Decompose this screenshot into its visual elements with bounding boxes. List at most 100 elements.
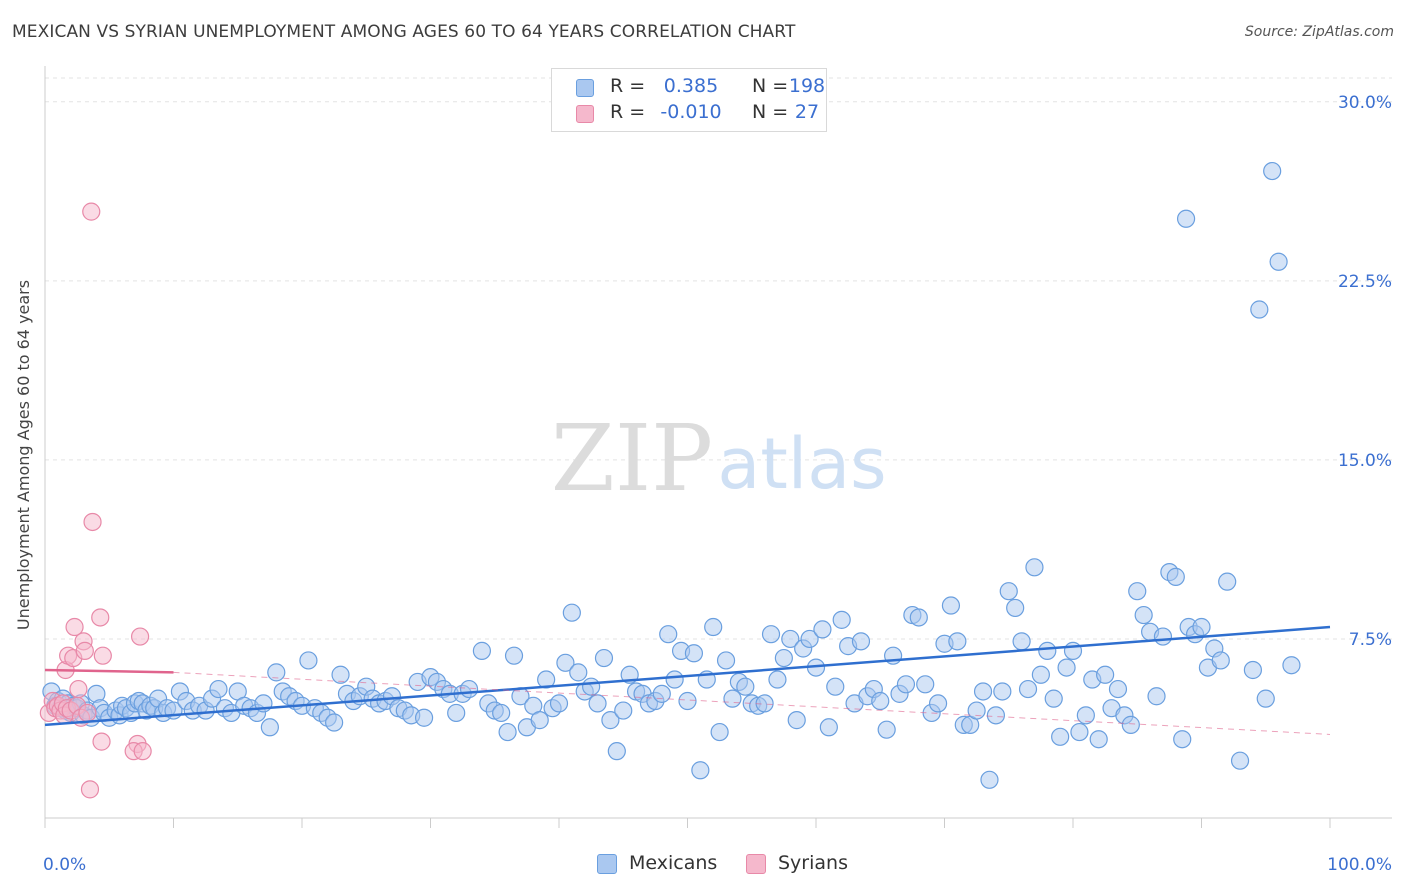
legend-n-value: 27 (794, 101, 820, 123)
mexicans-point-111 (678, 691, 697, 711)
mexicans-point-191 (1192, 617, 1211, 637)
mexicans-point-57 (325, 713, 344, 732)
mexicans-point-96 (582, 677, 601, 696)
mexicans-point-169 (1051, 727, 1070, 746)
grid-lines (45, 77, 1392, 640)
bottom-legend-syrians-label: Syrians (778, 852, 848, 874)
syrians-point-18 (78, 703, 97, 723)
legend-n-label: N = (752, 101, 789, 123)
mexicans-point-116 (710, 722, 729, 742)
mexicans-point-98 (594, 648, 614, 668)
y-tick-label-2: 22.5% (1338, 272, 1392, 292)
mexicans-point-89 (537, 670, 556, 689)
mexicans-point-101 (614, 701, 633, 720)
mexicans-point-201 (1269, 252, 1288, 271)
mexicans-point-39 (209, 679, 228, 699)
mexicans-point-199 (1256, 689, 1275, 708)
mexicans-point-170 (1057, 658, 1076, 677)
watermark-zip: ZIP (551, 405, 713, 512)
mexicans-point-173 (1076, 706, 1095, 725)
mexicans-point-135 (832, 610, 851, 629)
mexicans-point-176 (1096, 665, 1115, 684)
mexicans-point-91 (549, 694, 569, 713)
mexicans-point-130 (800, 629, 819, 649)
mexicans-point-124 (761, 625, 781, 644)
legend-r-label: R = (610, 75, 646, 97)
syrians-trend-line (44, 668, 174, 674)
syrians-point-19 (80, 780, 100, 799)
legend-r-value: 0.385 (663, 75, 719, 97)
mexicans-point-165 (1025, 558, 1044, 577)
legend-n-label: N = (752, 75, 789, 97)
syrians-point-17 (75, 641, 94, 660)
mexicans-point-83 (498, 722, 517, 742)
mexicans-point-203 (1176, 209, 1196, 228)
mexicans-point-107 (652, 684, 671, 703)
mexicans-point-153 (948, 632, 967, 651)
mexicans-point-157 (973, 682, 993, 701)
syrians-point-14 (69, 679, 88, 699)
y-tick-label-0: 7.5% (1349, 630, 1392, 650)
mexicans-point-164 (1018, 679, 1038, 699)
mexicans-point-125 (768, 670, 787, 689)
mexicans-swatch (597, 854, 617, 874)
mexicans-point-92 (556, 653, 575, 672)
mexicans-point-195 (1218, 572, 1237, 591)
mexicans-point-167 (1038, 641, 1057, 660)
y-axis-label: Unemployment Among Ages 60 to 64 years (14, 279, 33, 631)
syrians-swatch (746, 854, 766, 874)
mexicans-point-166 (1031, 665, 1050, 684)
mexicans-trend-line (44, 625, 1331, 727)
mexicans-point-187 (1166, 567, 1185, 586)
mexicans-point-127 (781, 629, 800, 649)
mexicans-point-197 (1243, 660, 1263, 680)
mexicans-point-159 (986, 706, 1006, 725)
mexicans-point-78 (459, 679, 479, 699)
mexicans-point-184 (1147, 687, 1166, 706)
legend-r-label: R = (610, 101, 646, 123)
mexicans-point-108 (659, 625, 678, 644)
mexicans-point-112 (684, 644, 704, 663)
mexicans-point-142 (877, 720, 896, 739)
mexicans-point-93 (562, 603, 581, 622)
mexicans-point-71 (414, 708, 434, 727)
mexicans-swatch (576, 79, 594, 97)
chart-title: MEXICAN VS SYRIAN UNEMPLOYMENT AMONG AGE… (12, 22, 796, 42)
mexicans-point-168 (1044, 689, 1063, 708)
mexicans-point-147 (909, 608, 928, 627)
mexicans-point-133 (819, 718, 838, 737)
mexicans-point-150 (928, 694, 948, 713)
syrians-point-24 (92, 732, 111, 751)
mexicans-point-132 (813, 620, 832, 639)
syrians-swatch (576, 105, 594, 123)
mexicans-point-99 (601, 711, 620, 730)
syrians-point-23 (93, 646, 112, 665)
mexicans-point-156 (967, 701, 986, 720)
mexicans-point-163 (1012, 632, 1031, 651)
mexicans-point-97 (588, 694, 607, 713)
syrians-point-26 (130, 627, 150, 646)
mexicans-point-158 (980, 770, 999, 789)
x-tick-label-1: 100.0% (1327, 855, 1392, 875)
mexicans-point-126 (774, 648, 793, 668)
syrians-points (39, 202, 152, 799)
mexicans-point-175 (1089, 730, 1108, 749)
mexicans-point-181 (1128, 582, 1147, 601)
source-label: Source: ZipAtlas.com (1244, 24, 1394, 40)
mexicans-point-84 (504, 646, 524, 665)
x-tick-label-0: 0.0% (43, 855, 86, 875)
mexicans-point-109 (665, 670, 684, 689)
trend-lines (44, 625, 1331, 735)
mexicans-point-47 (260, 718, 279, 737)
mexicans-point-200 (1263, 161, 1282, 181)
mexicans-point-117 (716, 651, 736, 670)
mexicans-point-53 (299, 651, 318, 670)
syrians-point-21 (82, 202, 101, 221)
y-tick-label-1: 15.0% (1338, 451, 1392, 471)
mexicans-point-145 (896, 675, 916, 694)
y-tick-label-3: 30.0% (1338, 93, 1392, 113)
stats-legend: R = 0.385 N = 198 R = -0.010 N = 27 (551, 68, 827, 132)
mexicans-point-161 (999, 582, 1018, 601)
mexicans-point-172 (1070, 722, 1089, 742)
